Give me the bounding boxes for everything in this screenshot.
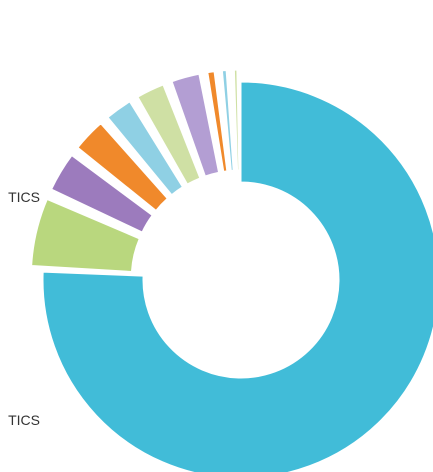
donut-slice-4 xyxy=(77,123,168,211)
slice-labels: TICS TICS xyxy=(8,189,40,428)
donut-slices xyxy=(31,69,433,472)
donut-slice-1 xyxy=(42,81,433,472)
donut-slice-5 xyxy=(107,101,184,196)
donut-slice-7 xyxy=(171,73,220,177)
donut-slice-10 xyxy=(233,69,240,171)
donut-slice-3 xyxy=(51,154,153,233)
slice-label-2: TICS xyxy=(8,189,40,205)
donut-slice-9 xyxy=(221,69,234,171)
slice-label-1: TICS xyxy=(8,412,40,428)
donut-slice-2 xyxy=(31,198,140,272)
donut-slice-6 xyxy=(137,84,201,185)
donut-slice-8 xyxy=(207,71,228,172)
